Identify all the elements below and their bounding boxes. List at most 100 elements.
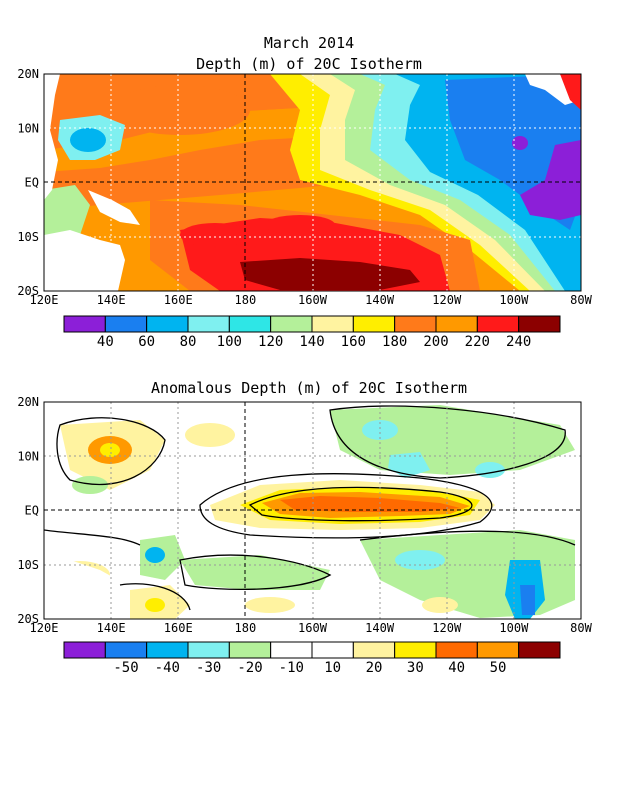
depth-colorbar-label: 120 [258,334,283,350]
anomaly-lat-label: 20N [17,395,39,409]
anomaly-lon-label: 120E [30,621,59,635]
anomaly-s-yellow-2 [245,597,295,613]
anomaly-colorbar-swatch [270,641,313,659]
depth-colorbar-swatch [270,315,313,333]
depth-equator-dateline [44,74,581,291]
depth-lat-label: 20S [17,284,39,298]
anomaly-equator-dateline [44,402,581,619]
anomaly-sw-blue [145,547,165,563]
anomaly-colorbar-swatch [476,641,520,659]
depth-colorbar-swatch [63,315,106,333]
anomaly-colorbar-label: -40 [155,660,180,676]
depth-colorbar-swatch [228,315,272,333]
depth-lon-label: 140E [97,293,126,307]
anomaly-lon-label: 160W [298,621,328,635]
depth-colorbar-label: 40 [97,334,114,350]
anomaly-lat-label: 20S [17,612,39,626]
anomaly-south-blue [520,585,535,615]
anomaly-lat-label: 10S [17,558,39,572]
land-asia [44,74,60,200]
anomaly-s-yellow-core [145,598,165,612]
anomaly-colorbar-swatch [435,641,478,659]
anomaly-colorbar-swatch [352,641,396,659]
anomaly-lon-label: 100W [499,621,529,635]
anomaly-north-cyan-3 [388,452,430,478]
field-nw-orange [110,85,250,135]
depth-lon-label: 140W [365,293,395,307]
anomaly-lat-labels: 20N 10N EQ 10S 20S [17,395,39,626]
field-red-patch-west [180,223,250,247]
depth-colorbar-label: 80 [180,334,197,350]
depth-colorbar-swatch [311,315,354,333]
anomaly-colorbar-swatch [518,641,561,659]
top-title-line2: Depth (m) of 20C Isotherm [196,55,422,73]
anomaly-land-australia [44,560,120,619]
depth-lon-label: 120E [30,293,59,307]
anomaly-north-cyan [362,420,398,440]
anomaly-map-frame [43,401,582,620]
depth-lat-labels: 20N 10N EQ 10S 20S [17,67,39,298]
depth-colorbar-label: 100 [217,334,242,350]
depth-lon-label: 120W [432,293,462,307]
depth-colorbar-label: 220 [465,334,490,350]
depth-colorbar-swatch [187,315,230,333]
depth-colorbar-swatch [476,315,520,333]
anomaly-lon-label: 80W [570,621,592,635]
anomaly-north-cyan-2 [475,462,505,478]
anomaly-colorbar-label: 50 [490,660,507,676]
anomaly-west-green [72,476,108,494]
top-title-line1: March 2014 [263,34,355,52]
depth-lon-label: 160E [164,293,193,307]
anomaly-colorbar-label: -30 [196,660,221,676]
anomaly-colorbar-label: 40 [448,660,465,676]
anomaly-gridlines [44,402,581,619]
depth-lat-label: 10S [17,230,39,244]
depth-colorbar: 40 60 80 100 120 140 160 180 200 220 240 [63,315,561,350]
depth-lon-label: 100W [499,293,529,307]
depth-colorbar-swatch [146,315,189,333]
field-west-blue [70,128,106,152]
depth-lon-label: 160W [298,293,328,307]
field-purple-patch [512,136,528,150]
depth-colorbar-label: 180 [382,334,407,350]
depth-colorbar-swatch [435,315,478,333]
anomaly-colorbar: -50 -40 -30 -20 -10 10 20 30 40 50 [63,641,561,676]
anomaly-colorbar-label: 30 [407,660,424,676]
depth-color-field [44,74,581,291]
depth-lon-label: 180 [235,293,257,307]
field-east-purple [520,140,581,220]
anomaly-colorbar-swatch [228,641,272,659]
depth-colorbar-swatch [518,315,561,333]
depth-lon-labels: 120E 140E 160E 180 160W 140W 120W 100W 80W [30,293,593,307]
anomaly-colorbar-label: -20 [237,660,262,676]
anomaly-colorbar-label: 10 [324,660,341,676]
anomaly-lon-label: 140E [97,621,126,635]
anomaly-lon-labels: 120E 140E 160E 180 160W 140W 120W 100W 80W [30,621,593,635]
depth-colorbar-label: 240 [506,334,531,350]
anomaly-lon-label: 180 [235,621,257,635]
anomaly-color-field [44,402,581,619]
anomaly-land-asia [44,402,58,525]
anomaly-colorbar-label: 20 [366,660,383,676]
field-ne-red [560,74,581,110]
anomaly-colorbar-swatch [394,641,437,659]
depth-colorbar-swatch [352,315,396,333]
anomaly-colorbar-swatch [104,641,148,659]
depth-lon-label: 80W [570,293,592,307]
depth-colorbar-label: 160 [341,334,366,350]
anomaly-south-cyan [395,550,445,570]
depth-lat-label: 20N [17,67,39,81]
land-new-guinea [88,190,140,225]
depth-colorbar-swatch [104,315,148,333]
anomaly-sc-green [180,555,330,590]
anomaly-west-yellow [100,443,120,457]
depth-colorbar-label: 60 [138,334,155,350]
anomaly-lon-label: 160E [164,621,193,635]
depth-colorbar-label: 200 [423,334,448,350]
anomaly-lat-label: 10N [17,449,39,463]
depth-gridlines [44,74,581,291]
anomaly-lat-label: EQ [25,504,39,518]
